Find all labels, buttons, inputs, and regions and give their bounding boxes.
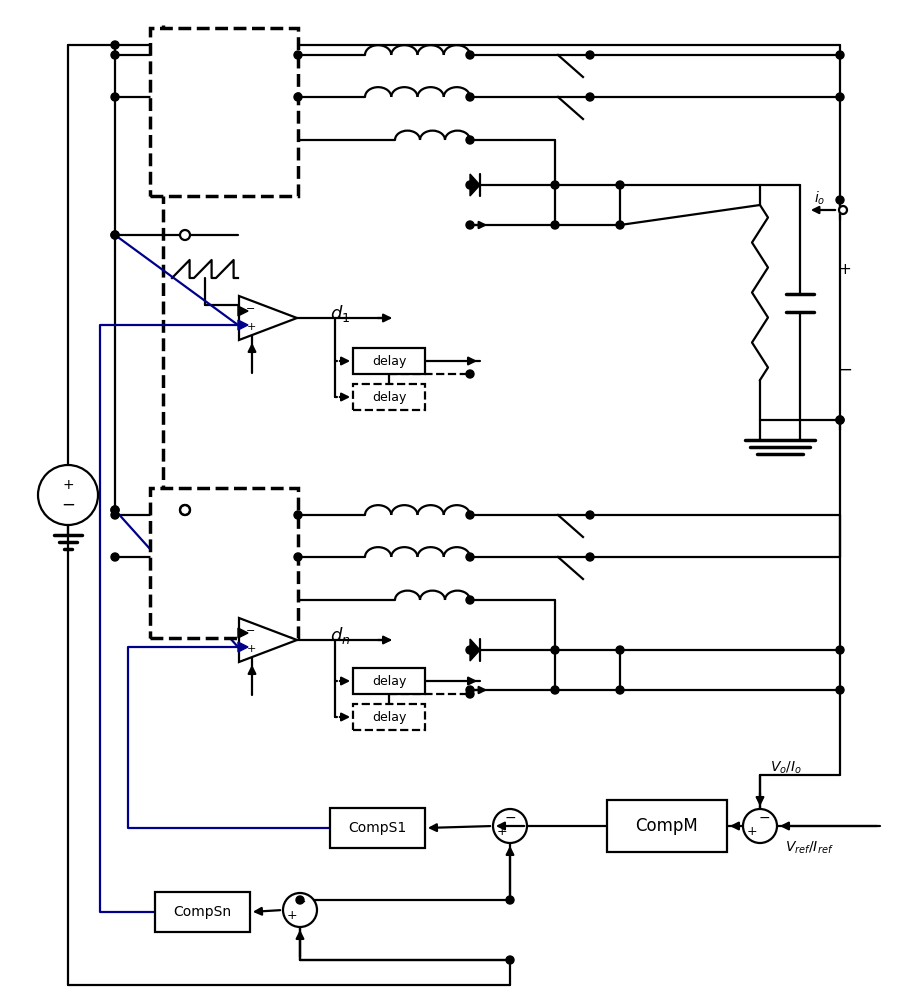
Circle shape [615,181,623,189]
Bar [150,28,298,196]
Text: CompSn: CompSn [173,905,231,919]
Circle shape [111,41,119,49]
Circle shape [585,93,594,101]
Circle shape [465,511,474,519]
Circle shape [550,221,558,229]
Text: $i_o$: $i_o$ [814,189,824,207]
Circle shape [505,896,513,904]
Circle shape [111,506,119,514]
Circle shape [294,553,301,561]
Circle shape [835,93,843,101]
Text: delay: delay [372,390,406,403]
Circle shape [179,230,189,240]
Circle shape [550,686,558,694]
Circle shape [585,553,594,561]
Bar [155,892,250,932]
Circle shape [465,136,474,144]
Text: +: + [246,322,255,332]
Polygon shape [239,296,297,340]
Circle shape [835,686,843,694]
Circle shape [835,416,843,424]
Polygon shape [238,642,248,652]
Circle shape [465,646,474,654]
Text: +: + [496,825,507,838]
Circle shape [615,646,623,654]
Circle shape [835,416,843,424]
Bar [353,348,425,374]
Text: +: + [746,825,757,838]
Text: −: − [758,811,769,825]
Polygon shape [238,628,248,638]
Text: −: − [246,304,255,314]
Text: delay: delay [372,710,406,723]
Circle shape [179,505,189,515]
Polygon shape [469,639,480,661]
Circle shape [179,505,189,515]
Circle shape [835,51,843,59]
Circle shape [465,93,474,101]
Text: CompS1: CompS1 [348,821,406,835]
Polygon shape [238,320,248,330]
Circle shape [465,51,474,59]
Text: −: − [61,496,75,514]
Circle shape [505,956,513,964]
Text: +: + [246,644,255,654]
Polygon shape [239,618,297,662]
Text: −: − [294,895,306,909]
Circle shape [111,553,119,561]
Circle shape [296,896,304,904]
Circle shape [838,206,846,214]
Bar [606,800,726,852]
Circle shape [742,809,776,843]
Circle shape [111,231,119,239]
Bar [353,704,425,730]
Bar [329,808,425,848]
Circle shape [550,181,558,189]
Circle shape [465,686,474,694]
Bar [353,384,425,410]
Circle shape [835,646,843,654]
Circle shape [585,511,594,519]
Circle shape [585,51,594,59]
Circle shape [294,51,301,59]
Bar [353,668,425,694]
Circle shape [111,506,119,514]
Circle shape [38,465,98,525]
Circle shape [111,93,119,101]
Text: +: + [62,478,74,492]
Circle shape [294,93,301,101]
Circle shape [465,181,474,189]
Circle shape [615,686,623,694]
Text: delay: delay [372,355,406,367]
Circle shape [465,553,474,561]
Circle shape [111,511,119,519]
Text: CompM: CompM [635,817,697,835]
Circle shape [465,596,474,604]
Circle shape [550,646,558,654]
Text: −: − [837,361,851,379]
Text: delay: delay [372,674,406,688]
Circle shape [465,221,474,229]
Bar [150,488,298,638]
Polygon shape [469,174,480,196]
Circle shape [492,809,527,843]
Text: −: − [246,626,255,636]
Text: $d_1$: $d_1$ [329,302,350,324]
Text: $V_{ref}/I_{ref}$: $V_{ref}/I_{ref}$ [784,840,833,856]
Text: +: + [838,262,851,277]
Circle shape [294,511,301,519]
Circle shape [465,370,474,378]
Circle shape [282,893,317,927]
Circle shape [615,221,623,229]
Text: −: − [503,811,515,825]
Circle shape [111,51,119,59]
Text: $V_o/I_o$: $V_o/I_o$ [769,760,801,776]
Text: +: + [286,909,297,922]
Text: $d_n$: $d_n$ [329,624,350,646]
Circle shape [465,690,474,698]
Circle shape [835,196,843,204]
Polygon shape [238,306,248,316]
Circle shape [111,231,119,239]
